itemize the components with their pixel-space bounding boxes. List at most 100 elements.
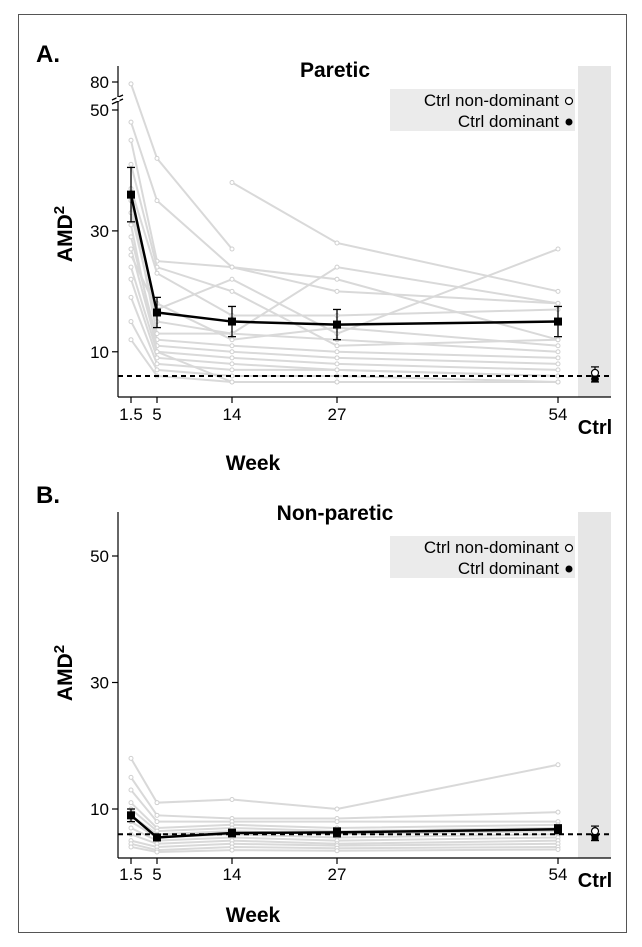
y-tick-label: 30 [90, 222, 109, 241]
x-tick-label: 5 [152, 865, 161, 884]
individual-point [334, 288, 340, 294]
axis-break-gap [116, 97, 120, 101]
figure-frame [18, 14, 627, 933]
x-tick-label: 54 [549, 865, 568, 884]
individual-point [334, 276, 340, 282]
individual-point [154, 349, 160, 355]
mean-point [228, 829, 236, 838]
individual-point [154, 361, 160, 367]
individual-point [334, 240, 340, 246]
mean-point [127, 811, 135, 820]
individual-point [154, 800, 160, 806]
individual-point [154, 367, 160, 373]
chart-title-paretic: Paretic [300, 59, 370, 82]
x-tick-label: 27 [328, 865, 347, 884]
legend-entry-ctrl-non-dominant: Ctrl non-dominant [424, 91, 559, 110]
legend-entry-ctrl-non-dominant: Ctrl non-dominant [424, 538, 559, 557]
svg-text:AMD2: AMD2 [51, 645, 77, 701]
individual-point [154, 270, 160, 276]
individual-point [555, 349, 561, 355]
individual-point [229, 343, 235, 349]
x-tick-label: 14 [223, 405, 242, 424]
legend-marker-open-circle [564, 543, 574, 553]
y-axis-label-non-paretic: AMD2 [51, 645, 77, 701]
individual-point [334, 361, 340, 367]
individual-point [334, 343, 340, 349]
y-axis-label-superscript: 2 [51, 206, 68, 214]
ctrl-dominant-point [591, 833, 599, 841]
individual-point [555, 288, 561, 294]
panel-label-a: A. [36, 41, 60, 68]
individual-point [128, 161, 134, 167]
individual-point [334, 848, 340, 854]
individual-point [154, 819, 160, 825]
individual-point [128, 337, 134, 343]
x-tick-label: 1.5 [119, 865, 143, 884]
mean-point [554, 825, 562, 834]
individual-point [229, 361, 235, 367]
individual-point [128, 252, 134, 258]
y-tick-label: 10 [90, 343, 109, 362]
legend-entry-ctrl-dominant: Ctrl dominant [458, 112, 559, 131]
mean-point [228, 317, 236, 326]
mean-point [554, 317, 562, 326]
individual-point [555, 300, 561, 306]
individual-point [555, 367, 561, 373]
individual-point [555, 809, 561, 815]
individual-point [128, 81, 134, 87]
x-tick-label: 27 [328, 405, 347, 424]
individual-point [555, 762, 561, 768]
individual-point [229, 367, 235, 373]
individual-point [229, 337, 235, 343]
legend-marker-open-circle [564, 96, 574, 106]
individual-point [334, 264, 340, 270]
y-tick-label: 80 [90, 73, 109, 92]
individual-point [229, 246, 235, 252]
x-axis-label-non-paretic: Week [226, 904, 281, 927]
chart-title-non-paretic: Non-paretic [277, 502, 394, 525]
individual-point [334, 806, 340, 812]
individual-point [334, 367, 340, 373]
panel-non-paretic: B. Non-paretic AMD2 Week Ctrl non-domina… [36, 482, 612, 927]
individual-point [128, 294, 134, 300]
individual-point [229, 379, 235, 385]
individual-point [334, 349, 340, 355]
legend-box [390, 536, 575, 578]
individual-point [154, 812, 160, 818]
individual-line [156, 302, 559, 347]
ctrl-band [578, 512, 611, 858]
individual-point [334, 355, 340, 361]
individual-point [555, 337, 561, 343]
y-tick-label: 50 [90, 547, 109, 566]
mean-point [153, 833, 161, 842]
ctrl-band [578, 66, 611, 397]
panel-paretic: A. Paretic AMD2 Week Ctrl non-dominantCt… [36, 41, 612, 475]
mean-point [333, 828, 341, 837]
individual-point [128, 319, 134, 325]
x-tick-label: 14 [223, 865, 242, 884]
individual-point [229, 288, 235, 294]
legend-box [390, 89, 575, 131]
mean-point [153, 308, 161, 317]
ctrl-non-dominant-point [590, 368, 600, 378]
y-axis-label-text: AMD [54, 214, 77, 262]
ctrl-non-dominant-point [590, 827, 600, 836]
legend-non-paretic: Ctrl non-dominant Ctrl dominant [390, 536, 575, 578]
y-axis-label-superscript: 2 [51, 645, 68, 653]
individual-point [154, 849, 160, 855]
legend-marker-filled-circle [565, 118, 573, 126]
individual-point [555, 246, 561, 252]
individual-point [154, 331, 160, 337]
individual-point [555, 361, 561, 367]
individual-point [128, 844, 134, 850]
individual-point [229, 264, 235, 270]
individual-point [128, 800, 134, 806]
individual-point [128, 825, 134, 831]
plot-area-paretic: 10 30 50 80 1.5 5 14 27 54 Ctrl [90, 66, 612, 439]
panel-label-b: B. [36, 482, 60, 509]
individual-point [128, 264, 134, 270]
individual-point [128, 137, 134, 143]
individual-point [154, 198, 160, 204]
individual-point [229, 276, 235, 282]
